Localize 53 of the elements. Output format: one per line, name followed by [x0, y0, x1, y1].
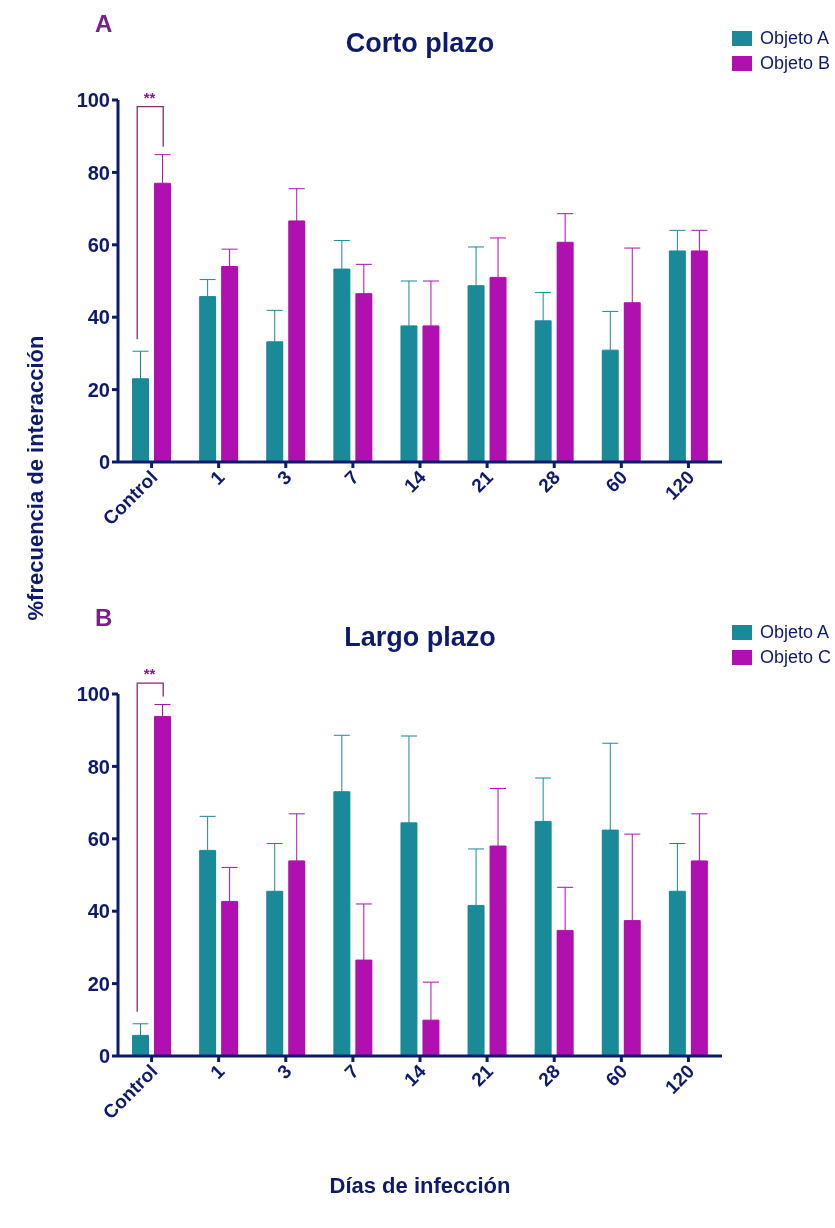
- legend-label: Objeto A: [760, 28, 830, 49]
- x-tick-label: 7: [340, 1060, 363, 1083]
- bar: [601, 350, 619, 462]
- annotation: **: [143, 89, 156, 106]
- y-axis-title: %frecuencia de interacción: [23, 335, 49, 621]
- y-tick-label: 20: [87, 972, 110, 995]
- text: B: [95, 604, 113, 632]
- chart-title: Largo plazo: [343, 622, 497, 653]
- bar: [400, 325, 418, 462]
- x-axis-title: Días de infección: [328, 1173, 512, 1199]
- x-tick-label: 28: [534, 466, 565, 497]
- bar: [355, 960, 373, 1056]
- y-tick-label: 100: [76, 89, 110, 112]
- y-tick-label: 100: [76, 683, 110, 706]
- chart-title: Corto plazo: [344, 28, 496, 59]
- x-tick-label: 120: [661, 466, 699, 504]
- x-tick-label: 21: [467, 466, 498, 497]
- bar: [668, 250, 686, 462]
- y-tick-label: 60: [87, 827, 110, 850]
- x-tick-label: 1: [206, 466, 229, 489]
- x-tick-label: 60: [601, 1060, 632, 1091]
- y-tick-label: 80: [87, 755, 110, 778]
- legend-label: Objeto C: [760, 647, 832, 668]
- x-tick-label: 3: [273, 1060, 296, 1083]
- bar: [333, 269, 351, 462]
- x-tick-label: 28: [534, 1060, 565, 1091]
- y-tick-label: 60: [87, 233, 110, 256]
- x-tick-label: 120: [661, 1060, 699, 1098]
- bar: [400, 822, 418, 1056]
- bar: [489, 846, 507, 1056]
- x-tick-label: 14: [400, 1060, 431, 1091]
- bar: [690, 860, 708, 1056]
- y-tick-label: 0: [98, 1045, 110, 1068]
- legend-label: Objeto B: [760, 53, 831, 74]
- y-tick-label: 40: [87, 306, 110, 329]
- x-tick-label: 7: [340, 466, 363, 489]
- text: A: [95, 10, 113, 38]
- bar: [288, 860, 306, 1056]
- x-tick-label: 1: [206, 1060, 229, 1083]
- y-tick-label: 0: [98, 451, 110, 474]
- bar: [601, 830, 619, 1056]
- y-tick-label: 40: [87, 900, 110, 923]
- x-tick-label: 60: [601, 466, 632, 497]
- bar: [422, 325, 440, 462]
- bar: [690, 250, 708, 462]
- y-tick-label: 80: [87, 161, 110, 184]
- y-tick-label: 20: [87, 378, 110, 401]
- x-tick-label: 21: [467, 1060, 498, 1091]
- text: **: [143, 665, 156, 683]
- legend-label: Objeto A: [760, 622, 830, 643]
- x-tick-label: 14: [400, 466, 431, 497]
- x-tick-label: 3: [273, 466, 296, 489]
- bar: [288, 220, 306, 462]
